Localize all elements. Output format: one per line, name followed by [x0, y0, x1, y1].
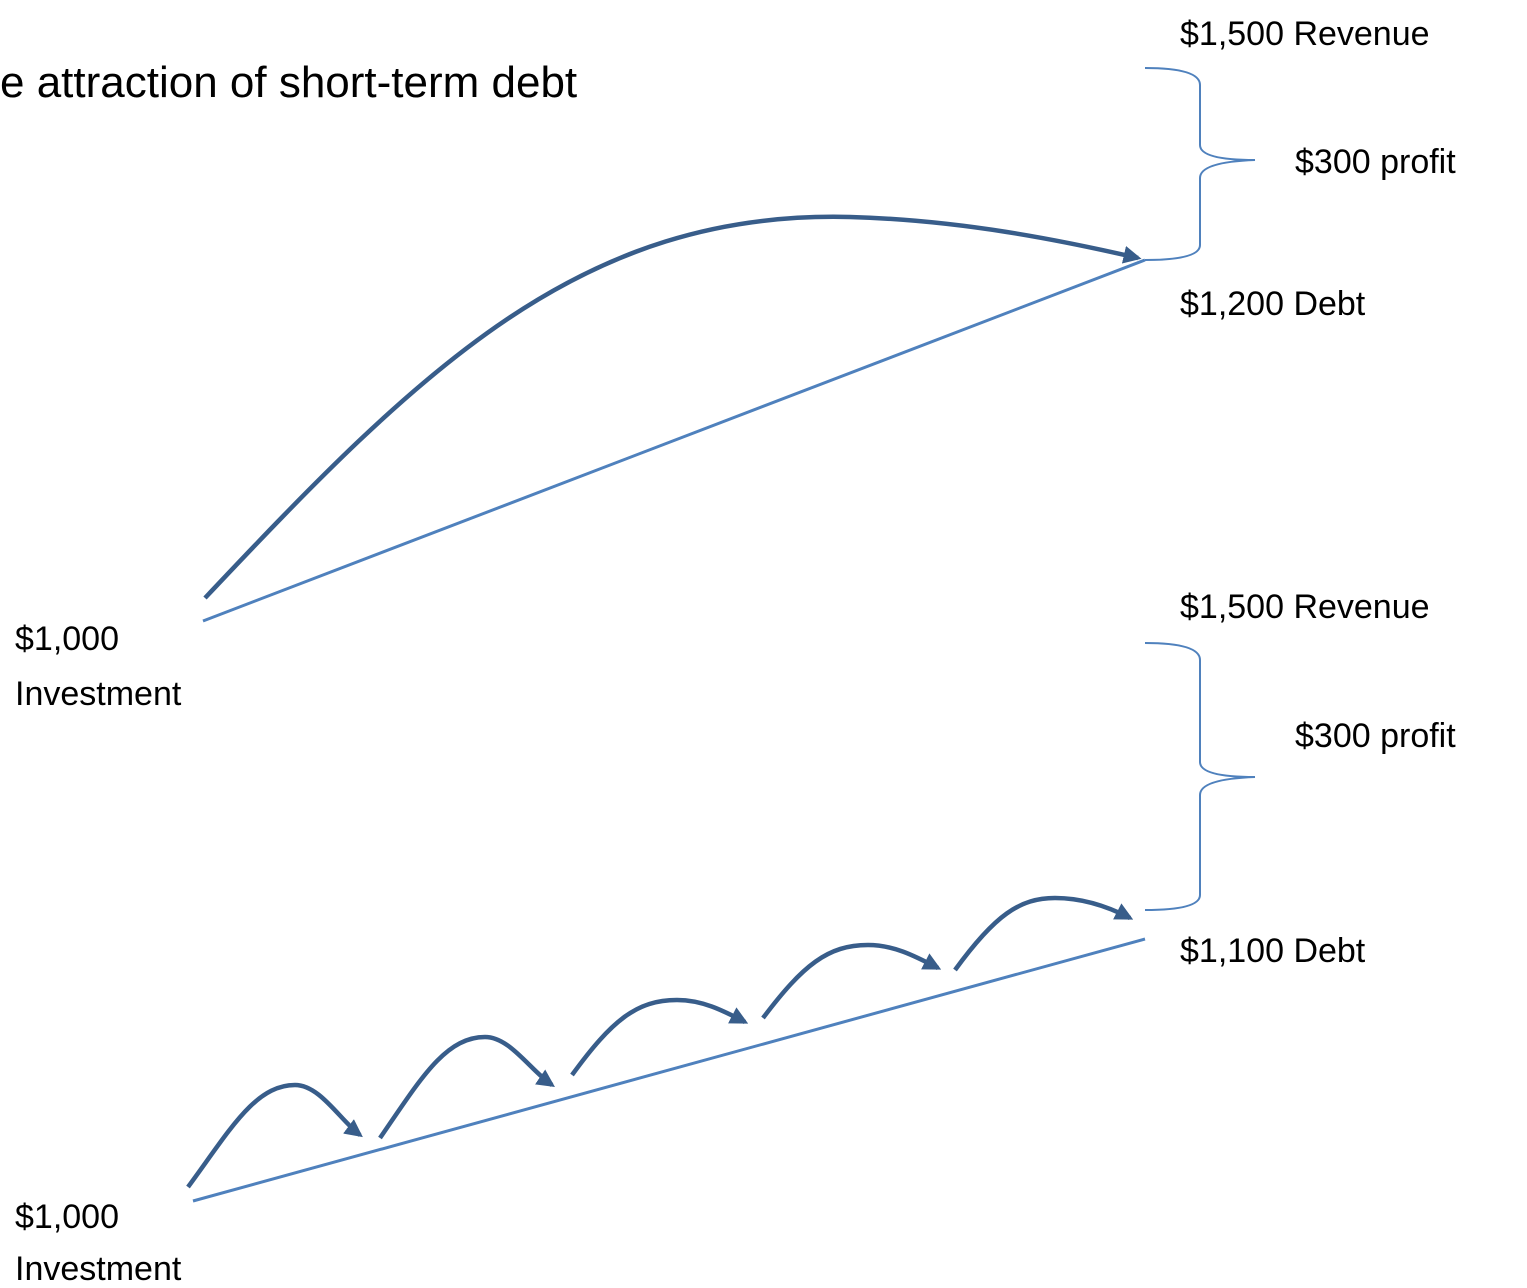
revenue-label: $1,500 Revenue	[1180, 15, 1430, 53]
arc	[203, 214, 1142, 600]
investment-label: Investment	[15, 675, 182, 713]
brace	[1144, 67, 1256, 261]
debt-line	[192, 937, 1146, 1203]
title: e attraction of short-term debt	[0, 58, 577, 107]
brace	[1144, 642, 1256, 911]
profit-label: $300 profit	[1295, 717, 1456, 755]
investment-amount: $1,000	[15, 620, 119, 658]
arc	[570, 997, 749, 1077]
debt-line	[202, 258, 1146, 623]
revenue-label: $1,500 Revenue	[1180, 588, 1430, 626]
investment-label: Investment	[15, 1250, 182, 1288]
debt-label: $1,200 Debt	[1180, 285, 1366, 323]
debt-label: $1,100 Debt	[1180, 932, 1366, 970]
profit-label: $300 profit	[1295, 143, 1456, 181]
arc	[953, 895, 1134, 972]
arc	[186, 1082, 363, 1189]
investment-amount: $1,000	[15, 1198, 119, 1236]
arc	[378, 1034, 555, 1140]
arc	[761, 942, 942, 1020]
